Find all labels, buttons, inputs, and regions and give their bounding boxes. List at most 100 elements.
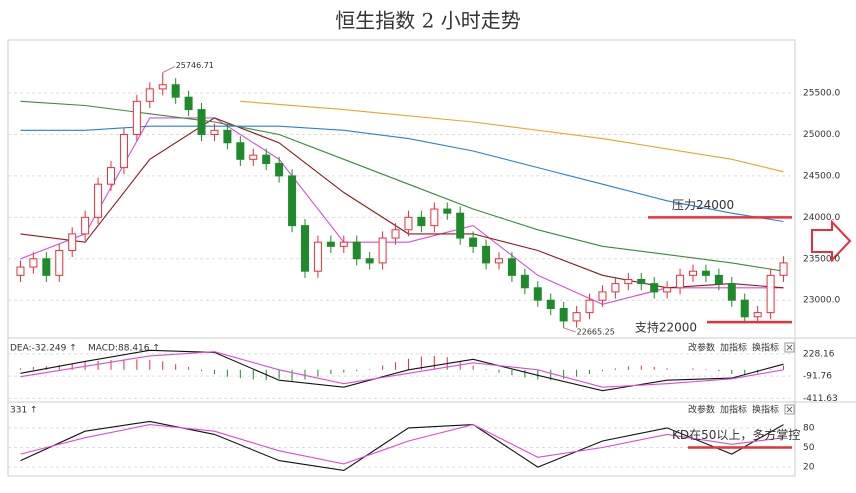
candle-body [572, 312, 581, 322]
high-label: 25746.71 [176, 61, 214, 70]
indicator-line [20, 117, 784, 305]
indicator-line [20, 100, 784, 272]
y-tick-label: 80 [803, 423, 815, 433]
y-tick-label: 24000.0 [803, 213, 840, 223]
indicator-line [240, 100, 784, 173]
close-icon [786, 406, 793, 413]
candle-body [430, 208, 439, 227]
candle-body [482, 245, 491, 264]
y-tick-label: 24500.0 [803, 171, 840, 181]
candle-body [585, 299, 594, 314]
y-tick-label: 20 [803, 463, 815, 473]
candle-body [689, 270, 697, 276]
candle-body [507, 258, 516, 276]
indicator-line [20, 420, 784, 471]
candle-body [171, 84, 180, 98]
candle-body [29, 258, 38, 268]
indicator-line [20, 125, 784, 223]
candle-body [559, 307, 568, 322]
candle-body [119, 133, 128, 169]
candle-body [701, 270, 710, 276]
y-tick-label: -91.76 [803, 372, 832, 382]
candle-body [779, 262, 788, 276]
candle-body [42, 258, 51, 276]
candle-body [210, 129, 219, 135]
annotation: KD在50以上，多方掌控 [672, 427, 800, 442]
y-tick-label: 25000.0 [803, 130, 840, 140]
candle-body [68, 233, 77, 251]
candle-body [301, 225, 309, 272]
arrow-icon [811, 219, 852, 263]
y-tick-label: 23000.0 [803, 296, 840, 306]
candle-body [145, 88, 154, 102]
candle-body [184, 96, 193, 111]
candle-body [262, 154, 271, 164]
candle-body [714, 274, 723, 285]
pointer [162, 66, 175, 74]
y-tick-label: 228.16 [803, 349, 835, 359]
chart-title: 恒生指数 2 小时走势 [335, 9, 520, 33]
tool-button[interactable]: 改参数 [688, 404, 715, 416]
candle-body [443, 208, 452, 214]
indicator-line [20, 349, 784, 392]
candle-body [107, 167, 115, 185]
candle-body [288, 175, 297, 227]
candle-body [391, 229, 400, 239]
indicator-line [20, 424, 784, 465]
frame [7, 39, 796, 477]
candle-body [55, 249, 64, 276]
y-tick-label: -411.63 [803, 394, 838, 404]
candle-body [740, 299, 749, 318]
tool-button[interactable]: 换指标 [752, 342, 779, 354]
candle-body [236, 142, 245, 160]
y-tick-label: 50 [803, 443, 815, 453]
candle-body [313, 241, 322, 272]
candle-body [495, 258, 503, 264]
candle-body [81, 216, 90, 235]
candle-body [158, 84, 167, 90]
candle-body [417, 216, 426, 227]
indicator-header: MACD:88.416 ↑ [88, 344, 160, 354]
candle-body [611, 283, 620, 293]
candle-body [727, 283, 736, 301]
tool-button[interactable]: 加指标 [720, 342, 747, 354]
candle-body [94, 183, 103, 218]
candle-body [753, 312, 762, 318]
candle-body [275, 162, 284, 177]
candle-body [533, 287, 542, 301]
candle-body [598, 291, 607, 301]
indicator-header: DEA:-32.249 ↑ [10, 344, 77, 354]
annotation: 支持22000 [635, 320, 697, 335]
candle-body [326, 241, 335, 247]
indicator-header: 331 ↑ [10, 406, 38, 416]
candle-body [223, 129, 232, 144]
candle-body [766, 274, 775, 314]
close-icon [786, 344, 793, 351]
y-tick-label: 23500.0 [803, 254, 840, 264]
candle-body [197, 109, 206, 135]
candle-body [339, 241, 348, 247]
tool-button[interactable]: 改参数 [688, 342, 715, 354]
indicator-line [20, 117, 784, 289]
candle-body [16, 266, 25, 276]
low-label: 22665.25 [577, 327, 615, 336]
pointer [563, 327, 576, 333]
candle-body [546, 299, 555, 309]
candle-body [676, 274, 685, 289]
y-tick-label: 25500.0 [803, 89, 840, 99]
candle-body [132, 100, 141, 135]
candle-body [404, 216, 413, 231]
candle-body [624, 278, 633, 285]
annotation: 压力24000 [672, 198, 734, 212]
tool-button[interactable]: 换指标 [752, 404, 779, 416]
candle-body [365, 258, 374, 264]
candle-body [378, 237, 387, 264]
tool-button[interactable]: 加指标 [720, 404, 747, 416]
candle-body [520, 274, 529, 289]
indicator-line [20, 351, 784, 388]
candle-body [456, 212, 465, 239]
candle-body [650, 283, 659, 293]
candle-body [352, 241, 361, 260]
candle-body [637, 278, 646, 285]
